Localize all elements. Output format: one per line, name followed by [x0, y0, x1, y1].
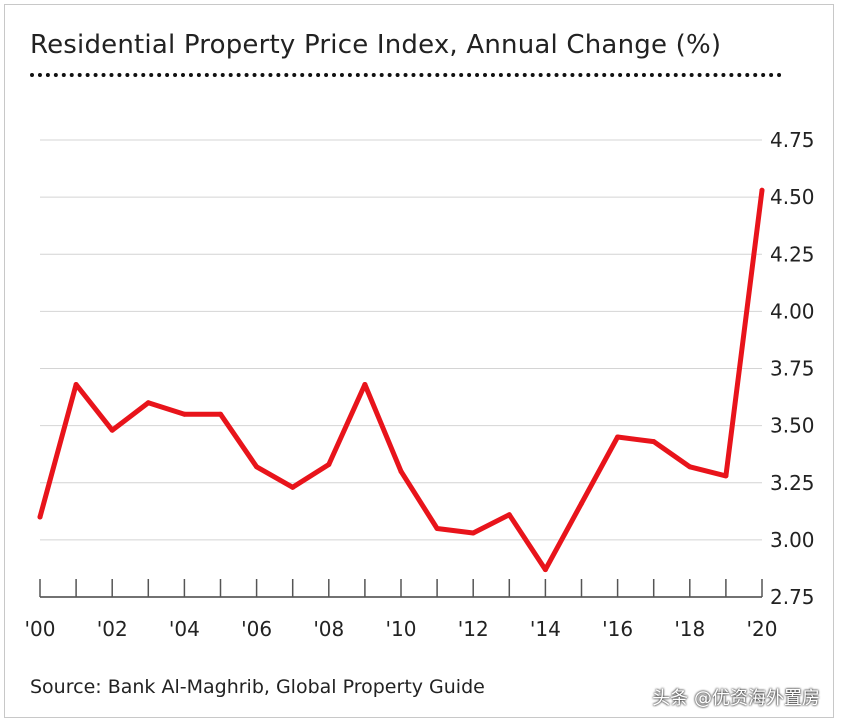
data-point: [290, 484, 296, 490]
x-tick-label: '10: [386, 617, 417, 641]
y-tick-label: 4.00: [770, 299, 815, 323]
data-point: [109, 427, 115, 433]
x-tick-label: '20: [747, 617, 778, 641]
x-tick-label: '16: [602, 617, 633, 641]
y-tick-label: 3.50: [770, 414, 815, 438]
x-tick-label: '02: [97, 617, 128, 641]
x-tick-label: '06: [241, 617, 272, 641]
title-underline: [30, 73, 782, 77]
data-point: [723, 473, 729, 479]
y-tick-label: 2.75: [770, 585, 815, 609]
watermark: 头条 @优资海外置房: [652, 688, 820, 709]
data-point: [615, 434, 621, 440]
y-tick-label: 3.25: [770, 471, 815, 495]
x-tick-label: '14: [530, 617, 561, 641]
y-tick-label: 4.50: [770, 185, 815, 209]
data-point: [506, 512, 512, 518]
data-point: [218, 411, 223, 417]
data-point: [326, 461, 332, 467]
chart-frame: [4, 4, 834, 718]
chart-title: Residential Property Price Index, Annual…: [30, 30, 722, 60]
x-tick-label: '00: [25, 617, 56, 641]
data-point: [37, 514, 43, 520]
x-tick-label: '18: [674, 617, 705, 641]
x-tick-label: '04: [169, 617, 200, 641]
series-line: [37, 187, 765, 573]
data-point: [759, 187, 765, 193]
x-tick-label: '12: [458, 617, 489, 641]
data-point: [145, 400, 151, 406]
data-point: [181, 411, 187, 417]
data-point: [362, 381, 368, 387]
source-note: Source: Bank Al-Maghrib, Global Property…: [30, 676, 485, 698]
data-point: [73, 381, 79, 387]
data-point: [434, 525, 440, 531]
data-point: [542, 567, 548, 573]
data-point: [687, 464, 693, 470]
y-tick-label: 3.75: [770, 357, 815, 381]
y-tick-label: 3.00: [770, 528, 815, 552]
data-point: [651, 439, 657, 445]
y-tick-label: 4.75: [770, 128, 815, 152]
data-point: [254, 464, 260, 470]
x-tick-label: '08: [313, 617, 344, 641]
data-point: [398, 468, 404, 474]
data-point: [470, 530, 476, 536]
y-tick-label: 4.25: [770, 242, 815, 266]
data-point: [579, 500, 584, 506]
